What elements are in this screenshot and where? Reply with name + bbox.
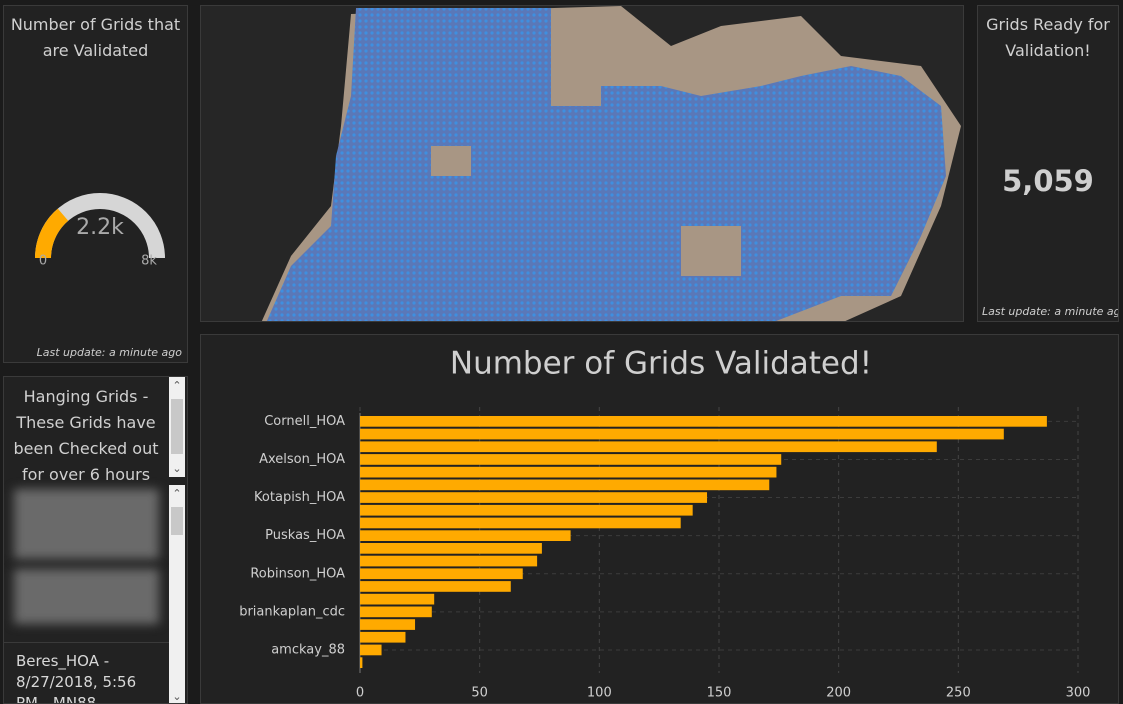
bar	[360, 543, 542, 554]
gauge-title: Number of Grids that are Validated	[10, 15, 181, 60]
bar	[360, 504, 693, 516]
bar	[360, 428, 1004, 440]
gauge-min: 0	[39, 254, 47, 269]
list-title: Hanging Grids - These Grids have been Ch…	[13, 387, 159, 484]
bar	[360, 568, 523, 580]
gauge-max: 8k	[141, 254, 157, 269]
bar	[360, 530, 571, 541]
bar	[360, 466, 777, 478]
bar	[360, 555, 538, 567]
chart-panel: Number of Grids Validated! 0 50 100 150 200 2…	[200, 334, 1119, 704]
x-tick-label: 100	[587, 686, 612, 701]
map-panel	[200, 5, 964, 322]
bar	[360, 631, 406, 643]
chart-title: Number of Grids Validated!	[450, 346, 872, 382]
scrollbar[interactable]: ⌃ ⌄	[169, 377, 185, 477]
indicator-title: Grids Ready for Validation!	[986, 15, 1110, 60]
bar	[360, 441, 937, 453]
gauge: 2.2k 0 8k	[35, 193, 165, 269]
bar	[360, 657, 363, 668]
bar	[360, 416, 1047, 427]
indicator-panel: Grids Ready for Validation! 5,059 Last u…	[977, 5, 1119, 322]
y-tick-label: Cornell_HOA	[264, 414, 345, 429]
bar	[360, 606, 432, 618]
bar	[360, 581, 511, 592]
bar	[360, 593, 435, 605]
last-update: Last update: a minute ago	[982, 305, 1119, 318]
blurred-item	[14, 569, 159, 624]
terrain-gap	[431, 146, 471, 176]
x-tick-label: 200	[826, 686, 851, 701]
gauge-fill	[35, 208, 69, 259]
bar	[360, 517, 681, 529]
bar	[360, 644, 382, 656]
y-tick-label: Axelson_HOA	[259, 452, 345, 467]
gauge-value: 2.2k	[76, 215, 124, 240]
y-tick-label: Kotapish_HOA	[254, 490, 345, 505]
list-item[interactable]: Beres_HOA - 8/27/2018, 5:56 PM - MN88	[16, 652, 137, 704]
blurred-item	[14, 489, 159, 559]
terrain-gap	[681, 226, 741, 276]
x-tick-label: 150	[707, 686, 732, 701]
bar	[360, 619, 416, 630]
bar	[360, 492, 708, 503]
y-tick-label: Robinson_HOA	[250, 566, 345, 581]
y-tick-label: amckay_88	[271, 642, 345, 657]
indicator-value: 5,059	[1002, 164, 1094, 198]
y-tick-label: briankaplan_cdc	[239, 604, 345, 619]
last-update: Last update: a minute ago	[36, 346, 182, 359]
grid-cells	[266, 8, 946, 321]
map	[261, 6, 961, 321]
scrollbar[interactable]: ⌃ ⌄	[169, 485, 185, 703]
x-tick-label: 300	[1066, 686, 1091, 701]
x-tick-label: 0	[356, 686, 364, 701]
x-tick-label: 250	[946, 686, 971, 701]
bar	[360, 479, 770, 491]
y-tick-label: Puskas_HOA	[265, 528, 345, 543]
x-tick-label: 50	[471, 686, 488, 701]
chart: Number of Grids Validated! 0 50 100 150 200 2…	[239, 346, 1091, 701]
bar	[360, 454, 782, 465]
list-panel: Hanging Grids - These Grids have been Ch…	[3, 376, 188, 704]
gauge-panel: Number of Grids that are Validated 2.2k 0…	[3, 5, 188, 363]
